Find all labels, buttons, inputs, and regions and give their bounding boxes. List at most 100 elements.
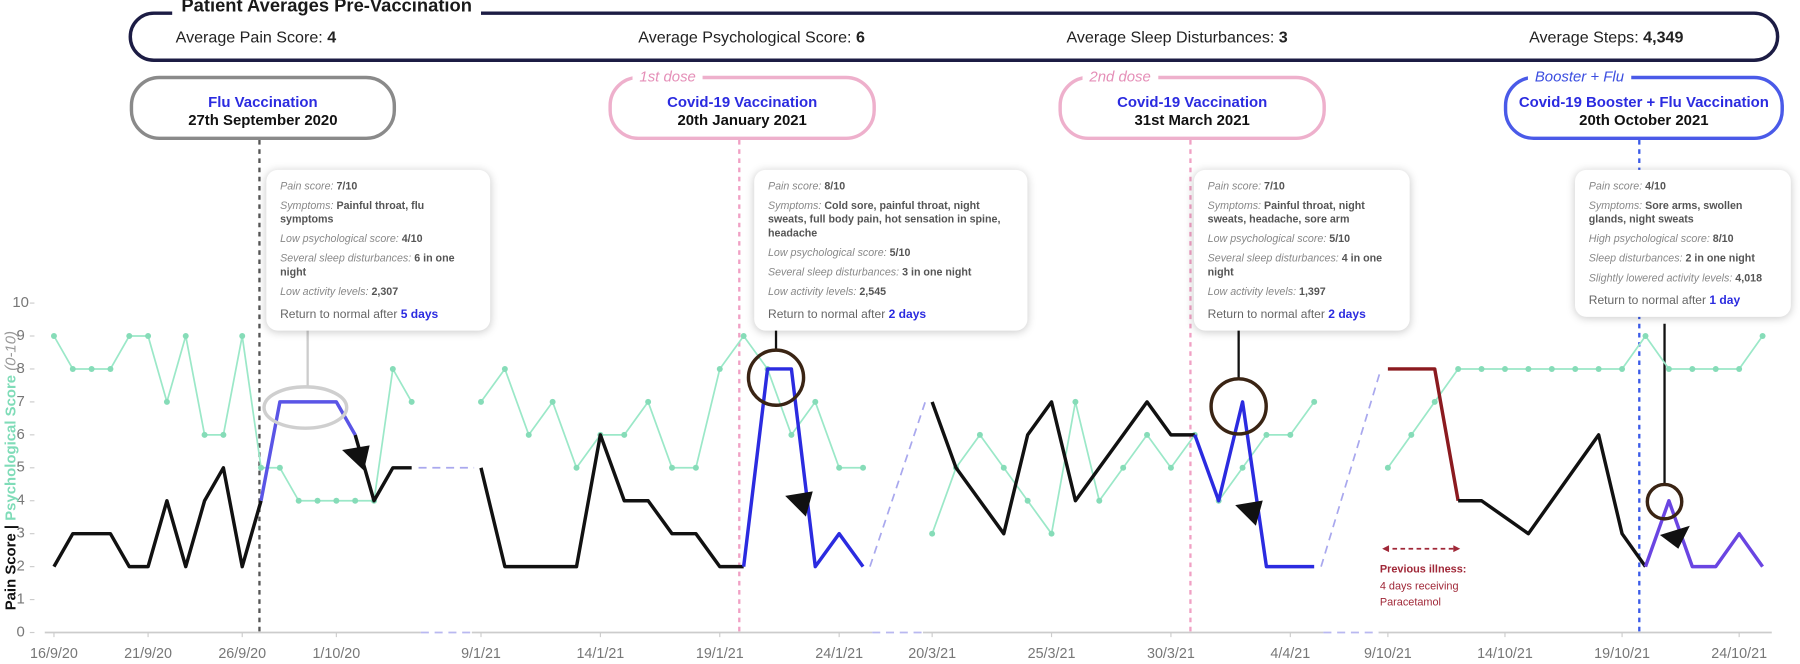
psych-point (408, 398, 415, 405)
card-label: Low activity levels: (767, 285, 857, 298)
pain-line (52, 434, 412, 569)
return-value: 2 days (888, 307, 927, 322)
y-tick-label: 8 (17, 360, 25, 377)
card-line: Low psychological score: 4/10 (280, 232, 476, 246)
psych-point (1619, 365, 1626, 372)
pain-line (1387, 367, 1460, 502)
card-line: Sleep disturbances: 2 in one night (1589, 251, 1777, 265)
highlight-circle (746, 348, 806, 407)
card-label: Low activity levels: (280, 285, 369, 298)
x-tick-label: 19/10/21 (1594, 646, 1650, 662)
pain-line (479, 433, 744, 569)
averages-title: Patient Averages Pre-Vaccination (172, 0, 482, 18)
psych-point (1384, 464, 1391, 471)
dose-label: Booster + Flu (1527, 67, 1631, 85)
psych-point (573, 464, 580, 471)
x-tick-label: 30/3/21 (1147, 646, 1195, 662)
psych-point (145, 333, 152, 339)
card-value: 7/10 (1264, 180, 1285, 192)
card-line: Pain score: 7/10 (280, 179, 476, 193)
psych-point (69, 365, 76, 372)
arrow-head (785, 491, 813, 517)
card-label: Pain score: (1207, 180, 1262, 192)
y-tick-label: 0 (17, 623, 25, 640)
highlights: Previous illness: 4 days receiving Parac… (262, 348, 1690, 609)
card-value: 3 in one night (902, 266, 972, 278)
psych-point (1665, 365, 1672, 372)
psych-point (929, 530, 936, 537)
psych-point (549, 398, 556, 405)
y-tick-label: 1 (17, 591, 25, 608)
arrow-head (342, 445, 370, 471)
card-value: 8/10 (824, 180, 846, 192)
card-line: Slightly lowered activity levels: 4,018 (1589, 271, 1777, 285)
psych-point (1096, 497, 1103, 504)
x-tick-label: 1/10/20 (312, 646, 360, 662)
stat-label: Average Sleep Disturbances: (1066, 27, 1275, 46)
return-value: 2 days (1328, 307, 1366, 322)
card-value: Painful throat, night sweats, headache, … (1207, 199, 1365, 226)
vaccination-box: 2nd dose Covid-19 Vaccination 31st March 2… (1058, 67, 1326, 141)
card-label: Several sleep disturbances: (280, 252, 412, 265)
annotation-text: Paracetamol (1380, 597, 1441, 609)
averages-box (128, 11, 1780, 62)
psych-point (669, 464, 676, 471)
psych-point (740, 333, 747, 339)
psych-point (836, 464, 843, 471)
card-value: Cold sore, painful throat, night sweats,… (767, 199, 1001, 239)
vaccination-date: 31st March 2021 (1134, 111, 1250, 129)
stat-label: Average Steps: (1529, 27, 1639, 46)
highlight-circle (1645, 482, 1684, 521)
card-value: 5/10 (889, 246, 911, 259)
x-tick-label: 9/10/21 (1364, 646, 1412, 662)
psych-point (1712, 365, 1719, 372)
psych-point (352, 497, 359, 504)
psych-point (1072, 398, 1079, 405)
psych-point (1501, 365, 1508, 372)
psych-point (88, 365, 95, 372)
card-value: 4 in one night (1207, 252, 1383, 278)
return-text: Return to normal after (767, 307, 886, 322)
card-label: Slightly lowered activity levels: (1588, 272, 1733, 284)
y-axis-label: Pain Score | Psychological Score (0-10) (2, 331, 19, 610)
card-line: Several sleep disturbances: 4 in one nig… (1208, 251, 1396, 279)
card-line: Several sleep disturbances: 6 in one nig… (280, 251, 476, 279)
return-text: Return to normal after (280, 307, 398, 322)
card-line: Several sleep disturbances: 3 in one nig… (768, 265, 1014, 279)
psych-point (976, 431, 983, 438)
psych-point (201, 431, 208, 438)
vaccination-box: Booster + Flu Covid-19 Booster + Flu Vacc… (1503, 67, 1784, 141)
return-text: Return to normal after (1207, 307, 1325, 322)
card-line: Pain score: 8/10 (768, 179, 1014, 193)
vaccination-box: Flu Vaccination 27th September 2020 (129, 75, 397, 141)
gap-connector (869, 401, 927, 567)
psych-point (1736, 365, 1743, 372)
card-label: High psychological score: (1588, 233, 1710, 245)
gap-connector (1320, 368, 1382, 567)
stat-value: 4 (327, 27, 337, 46)
card-label: Several sleep disturbances: (1207, 252, 1339, 265)
annotation-text: 4 days receiving (1380, 580, 1459, 592)
psych-point (501, 365, 508, 372)
card-label: Low psychological score: (1207, 233, 1327, 245)
stat-value: 4,349 (1643, 27, 1684, 46)
psych-point (1642, 333, 1649, 339)
stat: Average Psychological Score: 6 (638, 28, 865, 46)
card-line: Low activity levels: 2,545 (768, 285, 1014, 299)
x-tick-label: 26/9/20 (218, 646, 266, 662)
pain-line (930, 400, 1195, 536)
y-label-range: (0-10) (2, 331, 19, 371)
return-line: Return to normal after 5 days (280, 308, 476, 322)
card-line: Low psychological score: 5/10 (768, 246, 1014, 260)
info-card: Pain score: 7/10 Symptoms: Painful throat… (266, 169, 491, 331)
stat-label: Average Pain Score: (175, 27, 323, 46)
card-line: Symptoms: Sore arms, swollen glands, nig… (1589, 199, 1777, 227)
dose-label: 1st dose (632, 67, 703, 85)
psych-point (1239, 464, 1246, 471)
card-value: 8/10 (1712, 233, 1734, 245)
psych-point (239, 333, 246, 339)
return-text: Return to normal after (1588, 293, 1707, 308)
card-line: High psychological score: 8/10 (1589, 232, 1777, 246)
